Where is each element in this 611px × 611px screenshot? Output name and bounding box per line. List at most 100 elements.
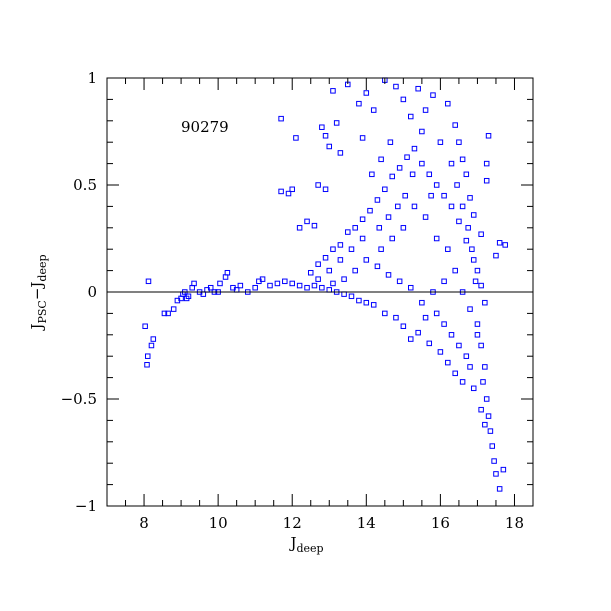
- data-point: [352, 225, 358, 231]
- data-point: [400, 225, 407, 231]
- data-point: [437, 349, 444, 355]
- data-point: [376, 225, 383, 231]
- data-point: [289, 280, 295, 287]
- data-point: [311, 222, 318, 229]
- data-point: [441, 278, 447, 285]
- data-point: [289, 186, 295, 193]
- data-point: [185, 293, 192, 300]
- data-point: [493, 471, 499, 477]
- data-point: [419, 160, 425, 167]
- data-point: [165, 310, 171, 317]
- data-point: [333, 120, 340, 126]
- x-axis-label: Jdeep: [288, 534, 323, 555]
- data-point: [459, 203, 466, 210]
- data-point: [469, 246, 475, 252]
- data-point: [487, 428, 494, 434]
- data-point: [452, 122, 458, 128]
- data-point: [148, 342, 155, 349]
- data-point: [445, 359, 451, 366]
- data-point: [170, 306, 177, 312]
- data-point: [322, 133, 329, 139]
- data-point: [419, 299, 425, 306]
- data-point: [400, 96, 407, 103]
- x-axis-label-main: J: [288, 534, 296, 552]
- data-point: [374, 197, 381, 203]
- data-point: [426, 340, 433, 347]
- x-ticks: [106, 78, 534, 506]
- data-point: [191, 280, 197, 287]
- data-point: [396, 278, 403, 285]
- data-point: [337, 257, 344, 263]
- data-point: [150, 336, 157, 342]
- data-point: [315, 276, 321, 282]
- data-point: [296, 225, 303, 231]
- data-point: [470, 385, 477, 392]
- data-point: [345, 229, 351, 235]
- y-axis-label-sep: −: [28, 288, 46, 301]
- data-point: [161, 310, 168, 317]
- data-point: [393, 83, 399, 90]
- data-point: [363, 90, 370, 96]
- data-point: [491, 458, 497, 464]
- y-axis-label-main2: J: [28, 282, 46, 290]
- data-point: [330, 280, 336, 287]
- y-axis-label-sub1: PSC: [36, 300, 49, 323]
- data-point: [422, 107, 429, 113]
- data-point: [478, 406, 484, 413]
- data-point: [463, 353, 470, 359]
- data-point: [422, 214, 429, 220]
- data-point: [315, 261, 321, 267]
- data-point: [433, 182, 440, 188]
- x-tick-label: 8: [139, 514, 149, 532]
- data-point: [378, 246, 384, 252]
- data-point: [259, 276, 266, 282]
- data-point: [389, 173, 395, 180]
- data-point: [474, 332, 481, 338]
- data-point: [385, 272, 392, 278]
- data-point: [304, 218, 310, 225]
- data-point: [400, 323, 407, 329]
- data-point: [385, 214, 392, 220]
- data-point: [326, 267, 333, 274]
- data-point: [482, 364, 488, 370]
- data-point: [433, 235, 440, 242]
- data-point: [433, 310, 440, 317]
- data-point: [387, 139, 394, 145]
- data-point: [322, 186, 329, 193]
- data-point: [293, 135, 299, 141]
- data-point: [144, 362, 150, 368]
- data-point: [282, 278, 288, 285]
- data-point: [274, 280, 281, 287]
- data-point: [330, 88, 336, 94]
- data-point: [337, 242, 344, 248]
- data-point: [489, 443, 496, 449]
- data-point: [378, 156, 384, 163]
- data-point: [341, 276, 347, 282]
- data-point: [448, 160, 455, 167]
- data-point: [465, 225, 471, 231]
- data-point: [428, 192, 434, 199]
- data-point: [408, 113, 414, 120]
- data-point: [470, 257, 477, 263]
- data-point: [467, 195, 473, 201]
- data-point: [319, 284, 325, 291]
- data-point: [144, 353, 151, 359]
- data-point: [474, 267, 481, 274]
- data-point: [207, 284, 214, 291]
- data-point: [419, 128, 425, 135]
- data-point: [326, 143, 333, 150]
- x-tick-label: 10: [209, 514, 228, 532]
- data-point: [217, 280, 223, 287]
- data-point: [483, 160, 490, 167]
- data-point: [430, 92, 436, 98]
- data-point: [493, 252, 499, 259]
- data-point: [422, 314, 429, 321]
- x-axis-label-sub: deep: [296, 542, 323, 555]
- data-point: [389, 235, 395, 242]
- y-axis-label: JPSC−Jdeep: [28, 254, 49, 331]
- data-point: [142, 323, 148, 329]
- y-tick-label: 1: [87, 69, 97, 87]
- data-point: [482, 421, 488, 428]
- data-point: [359, 235, 366, 242]
- data-point: [456, 139, 462, 145]
